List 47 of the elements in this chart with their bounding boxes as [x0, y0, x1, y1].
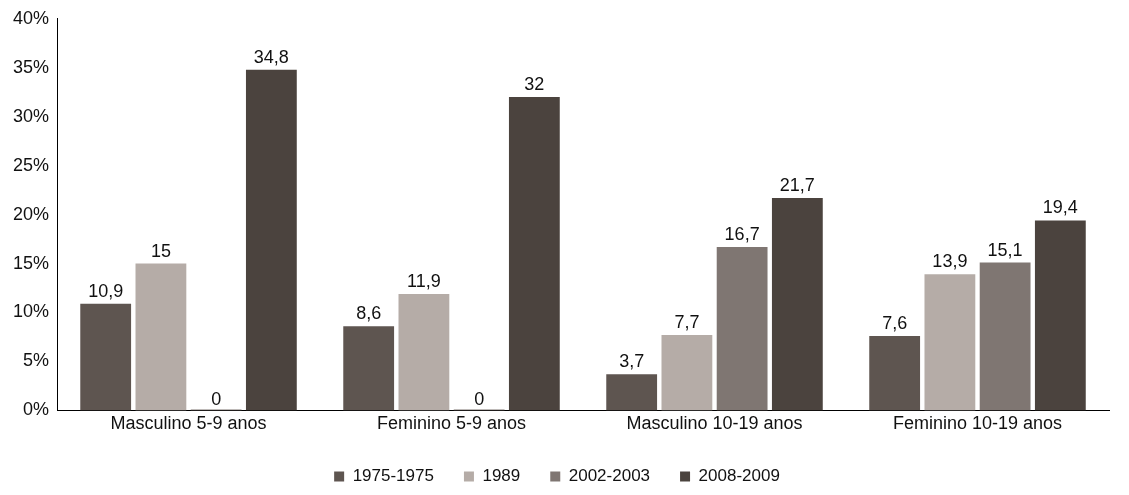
x-tick-label: Feminino 10-19 anos [892, 413, 1063, 434]
data-label: 0 [474, 389, 485, 410]
x-tick-label: Feminino 5-9 anos [376, 413, 527, 434]
bar [924, 274, 976, 411]
data-label: 15,1 [987, 239, 1023, 260]
data-label: 16,7 [724, 223, 760, 244]
bar [245, 69, 297, 411]
data-label: 34,8 [253, 46, 289, 67]
bar [979, 262, 1031, 411]
y-tick-label: 40% [13, 7, 50, 28]
bar [716, 246, 768, 411]
y-tick-label: 15% [13, 252, 50, 273]
data-label: 0 [211, 389, 222, 410]
data-label: 19,4 [1042, 197, 1078, 218]
data-label: 15 [150, 240, 171, 261]
y-tick-label: 30% [13, 105, 50, 126]
legend-label: 1975-1975 [352, 466, 434, 486]
data-label: 3,7 [619, 351, 645, 372]
y-tick-label: 25% [13, 154, 50, 175]
data-label: 32 [524, 74, 545, 95]
y-tick-label: 35% [13, 56, 50, 77]
bar [398, 293, 450, 411]
legend-label: 1989 [482, 466, 521, 486]
bar [508, 97, 560, 411]
bar [343, 326, 395, 411]
y-tick-label: 10% [13, 301, 50, 322]
bar [80, 303, 132, 411]
data-label: 7,7 [674, 311, 700, 332]
data-label: 21,7 [779, 174, 815, 195]
data-label: 10,9 [88, 280, 124, 301]
y-tick-label: 0% [23, 399, 50, 420]
data-label: 7,6 [882, 312, 908, 333]
legend-label: 2002-2003 [568, 466, 651, 486]
legend-label: 2008-2009 [698, 466, 780, 486]
bar [135, 263, 187, 411]
bar [661, 335, 713, 411]
x-tick-label: Masculino 10-19 anos [626, 413, 803, 434]
bar [606, 374, 658, 411]
y-tick-label: 20% [13, 203, 50, 224]
data-label: 13,9 [932, 251, 968, 272]
x-tick-label: Masculino 5-9 anos [110, 413, 267, 434]
y-tick-label: 5% [23, 350, 50, 371]
data-label: 8,6 [356, 303, 382, 324]
data-label: 11,9 [407, 270, 441, 291]
bar [869, 336, 921, 411]
bar [1034, 220, 1086, 411]
bar [771, 197, 823, 411]
